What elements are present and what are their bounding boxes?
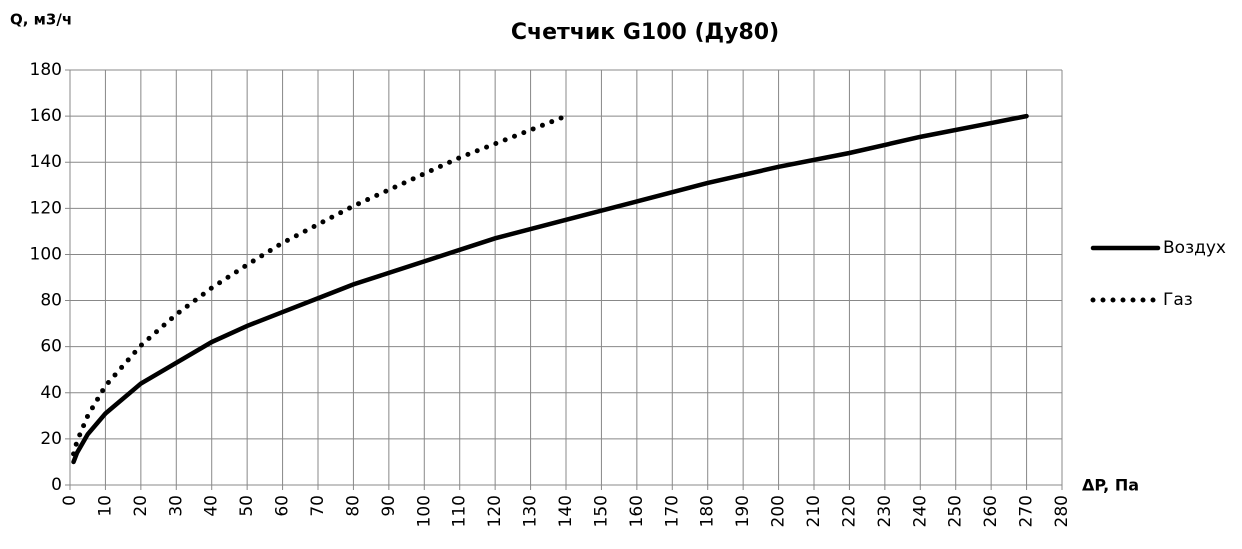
x-tick-label: 140 (556, 495, 576, 527)
line (71, 113, 1029, 465)
legend-label: Воздух (1163, 238, 1226, 258)
y-tick-label: 40 (40, 383, 62, 403)
y-tick-label: 180 (30, 60, 62, 80)
y-tick-label: 60 (40, 337, 62, 357)
x-tick-label: 190 (733, 495, 753, 527)
x-tick-label: 210 (804, 495, 824, 527)
y-tick-label: 120 (30, 198, 62, 218)
x-tick-label: 250 (946, 495, 966, 527)
y-tick-label: 20 (40, 429, 62, 449)
y-tick-label: 100 (30, 244, 62, 264)
x-tick-label: 280 (1052, 495, 1072, 527)
x-tick-label: 50 (237, 495, 257, 517)
x-tick-label: 150 (591, 495, 611, 527)
x-tick-label: 100 (414, 495, 434, 527)
x-tick-label: 240 (910, 495, 930, 527)
x-tick-label: 120 (485, 495, 505, 527)
x-tick-label: 270 (1017, 495, 1037, 527)
y-tick-label: 80 (40, 291, 62, 311)
x-tick-label: 90 (379, 495, 399, 517)
x-tick-label: 230 (875, 495, 895, 527)
x-tick-label: 80 (343, 495, 363, 517)
x-tick-label: 200 (769, 495, 789, 527)
x-tick-label: 110 (450, 495, 470, 527)
x-tick-label: 180 (698, 495, 718, 527)
x-tick-label: 130 (521, 495, 541, 527)
legend-label: Газ (1163, 290, 1193, 310)
x-tick-label: 40 (202, 495, 222, 517)
x-tick-label: 160 (627, 495, 647, 527)
x-tick-label: 10 (95, 495, 115, 517)
chart-title: Счетчик G100 (Ду80) (511, 20, 779, 45)
y-axis-label: Q, м3/ч (10, 11, 72, 29)
x-axis-label: ΔP, Па (1082, 476, 1139, 495)
line (71, 113, 569, 457)
x-tick-label: 170 (662, 495, 682, 527)
x-tick-label: 220 (839, 495, 859, 527)
x-tick-label: 260 (981, 495, 1001, 527)
x-tick-label: 20 (131, 495, 151, 517)
y-tick-label: 160 (30, 106, 62, 126)
y-tick-label: 140 (30, 152, 62, 172)
x-tick-label: 70 (308, 495, 328, 517)
x-tick-label: 0 (60, 495, 80, 506)
x-tick-label: 30 (166, 495, 186, 517)
y-tick-label: 0 (51, 475, 62, 495)
x-tick-label: 60 (273, 495, 293, 517)
